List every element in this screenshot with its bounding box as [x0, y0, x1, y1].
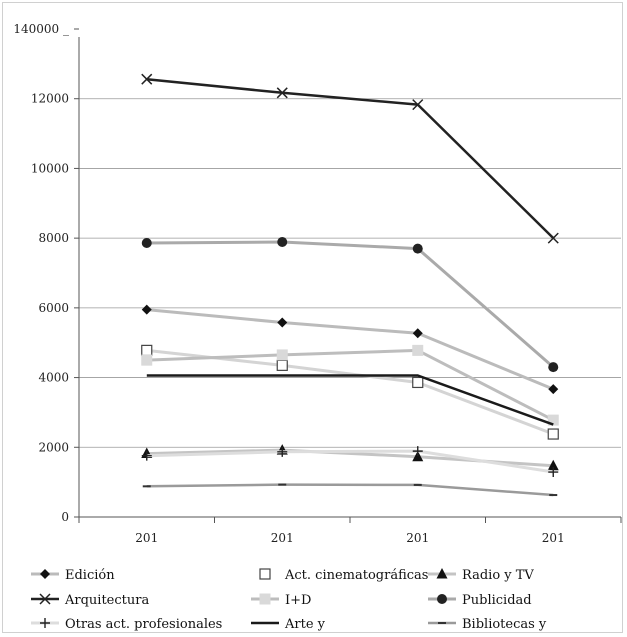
series-2	[141, 444, 559, 471]
data-point	[141, 344, 153, 356]
y-tick-label: 4000	[38, 371, 69, 385]
legend-item: Arte y	[251, 617, 326, 632]
y-tick-label: 0	[61, 510, 69, 524]
data-point	[277, 446, 288, 457]
data-series	[141, 73, 559, 497]
series-8	[142, 483, 558, 497]
x-tick-label: 201	[542, 531, 565, 545]
y-tick-label: 10000	[31, 161, 69, 175]
legend-label: Radio y TV	[462, 568, 534, 583]
y-tick-label: 12000	[31, 92, 69, 106]
data-point	[547, 232, 559, 244]
legend-item: Act. cinematográficas	[259, 568, 428, 583]
data-point	[412, 376, 424, 389]
y-tick-label: 8000	[38, 231, 69, 245]
data-point	[412, 344, 424, 356]
y-tick-label: 2000	[38, 440, 69, 454]
legend-item: Publicidad	[428, 593, 532, 608]
axes	[74, 28, 622, 523]
data-point	[412, 243, 423, 254]
data-point	[548, 362, 559, 373]
data-point	[412, 99, 424, 111]
legend-label: I+D	[285, 593, 311, 608]
legend-label: Publicidad	[462, 593, 532, 608]
data-point	[547, 428, 559, 440]
data-point	[547, 414, 559, 426]
legend-marker	[436, 568, 448, 579]
data-point	[276, 359, 288, 371]
series-3	[141, 73, 559, 244]
legend-item: I+D	[251, 593, 311, 608]
data-point	[276, 87, 288, 99]
series-line	[146, 77, 555, 239]
data-point	[277, 236, 288, 247]
legend-label: Bibliotecas y	[462, 617, 547, 632]
legend-label: Arquitectura	[64, 593, 149, 608]
series-line	[146, 483, 554, 497]
series-line	[146, 374, 554, 426]
series-5	[141, 236, 559, 373]
x-axis-tick-labels: 201 201 201 201	[135, 531, 564, 545]
legend-marker	[40, 618, 50, 628]
x-tick-label: 201	[135, 531, 158, 545]
legend-label: Edición	[65, 568, 115, 583]
series-4	[141, 344, 559, 426]
x-tick-label: 201	[271, 531, 294, 545]
series-line	[146, 240, 555, 369]
y-tick-label: 140000 _	[13, 22, 69, 36]
data-point	[141, 73, 153, 85]
data-point	[141, 354, 153, 366]
data-point	[548, 467, 559, 478]
legend-item: Edición	[31, 568, 115, 583]
series-1	[141, 344, 559, 440]
series-0	[141, 304, 559, 395]
series-line	[146, 308, 554, 391]
legend-marker	[39, 593, 51, 605]
legend-label: Act. cinematográficas	[284, 568, 428, 583]
y-axis-tick-labels: 0 2000 4000 6000 8000 10000 12000 140000 _	[13, 22, 69, 524]
series-7	[146, 374, 554, 426]
legend-marker	[40, 569, 50, 579]
x-tick-label: 201	[406, 531, 429, 545]
legend-marker	[437, 594, 447, 604]
data-point	[276, 349, 288, 361]
data-point	[277, 317, 288, 328]
legend-marker	[259, 593, 271, 605]
data-point	[141, 304, 152, 315]
data-point	[412, 446, 423, 457]
data-point	[547, 459, 559, 471]
legend-item: Bibliotecas y	[428, 617, 547, 632]
legend-swatch	[259, 568, 271, 580]
data-point	[141, 238, 152, 249]
y-tick-label: 6000	[38, 301, 69, 315]
legend-item: Arquitectura	[31, 593, 149, 608]
series-line	[146, 449, 554, 474]
series-line	[146, 348, 554, 422]
gridlines	[79, 98, 621, 448]
legend-item: Radio y TV	[428, 568, 534, 583]
legend: Edición Act. cinematográficas Radio y TV Ar…	[31, 568, 547, 632]
data-point	[141, 450, 152, 461]
data-point	[548, 384, 559, 395]
data-point	[412, 328, 423, 339]
series-6	[141, 446, 559, 478]
legend-label: Arte y	[284, 617, 326, 632]
legend-item: Otras act. profesionales	[31, 617, 222, 632]
legend-label: Otras act. profesionales	[65, 617, 222, 632]
